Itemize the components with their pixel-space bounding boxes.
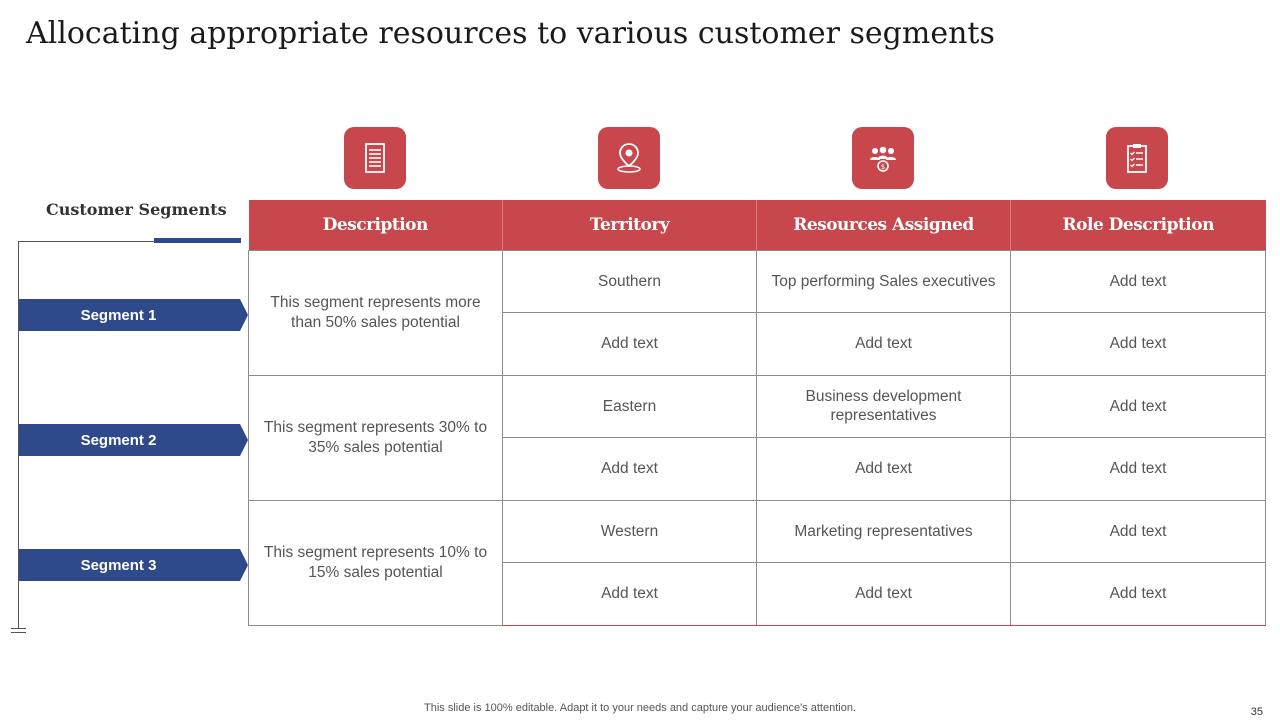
role-cell: Add text [1010,562,1266,626]
table-row: Add text Add text Add text [249,562,1266,626]
table-header-row: Description Territory Resources Assigned… [248,200,1266,250]
role-cell: Add text [1010,437,1266,501]
table-row: This segment represents more than 50% sa… [248,249,1266,376]
segment-2-label: Segment 2 [19,424,248,456]
page-title: Allocating appropriate resources to vari… [26,16,995,51]
territory-cell: Eastern [502,374,757,438]
segment-3-label: Segment 3 [19,549,248,581]
territory-cell: Western [502,499,757,563]
territory-cell: Add text [502,312,757,376]
header-description: Description [248,200,503,250]
segment-description: This segment represents more than 50% sa… [248,249,503,376]
segments-frame-foot [11,628,26,629]
territory-cell: Add text [502,437,757,501]
resources-cell: Add text [756,562,1011,626]
table-row: Add text Add text Add text [249,312,1266,376]
table-row: This segment represents 30% to 35% sales… [248,374,1266,501]
footer-note: This slide is 100% editable. Adapt it to… [424,702,856,714]
header-resources-assigned: Resources Assigned [756,200,1011,250]
location-pin-icon [598,127,660,189]
resources-cell: Business development representatives [756,374,1011,438]
role-cell: Add text [1010,249,1266,313]
page-number: 35 [1250,706,1263,718]
role-cell: Add text [1010,374,1266,438]
document-icon [344,127,406,189]
header-role-description: Role Description [1010,200,1266,250]
table-row: Add text Add text Add text [249,437,1266,501]
segments-heading: Customer Segments [46,200,227,219]
resources-cell: Marketing representatives [756,499,1011,563]
territory-cell: Add text [502,562,757,626]
role-cell: Add text [1010,312,1266,376]
resources-table: Description Territory Resources Assigned… [248,200,1266,626]
territory-cell: Southern [502,249,757,313]
segments-underline [154,238,241,243]
resources-cell: Add text [756,437,1011,501]
table-row: This segment represents 10% to 15% sales… [248,499,1266,626]
clipboard-icon [1106,127,1168,189]
team-money-icon: $ [852,127,914,189]
resources-cell: Top performing Sales executives [756,249,1011,313]
svg-text:$: $ [881,163,885,171]
segments-frame-top [18,241,241,242]
segment-1-label: Segment 1 [19,299,248,331]
segment-description: This segment represents 30% to 35% sales… [248,374,503,501]
segments-frame-foot [11,632,26,633]
role-cell: Add text [1010,499,1266,563]
resources-cell: Add text [756,312,1011,376]
segments-frame-left [18,241,19,629]
header-territory: Territory [502,200,757,250]
segment-description: This segment represents 10% to 15% sales… [248,499,503,626]
